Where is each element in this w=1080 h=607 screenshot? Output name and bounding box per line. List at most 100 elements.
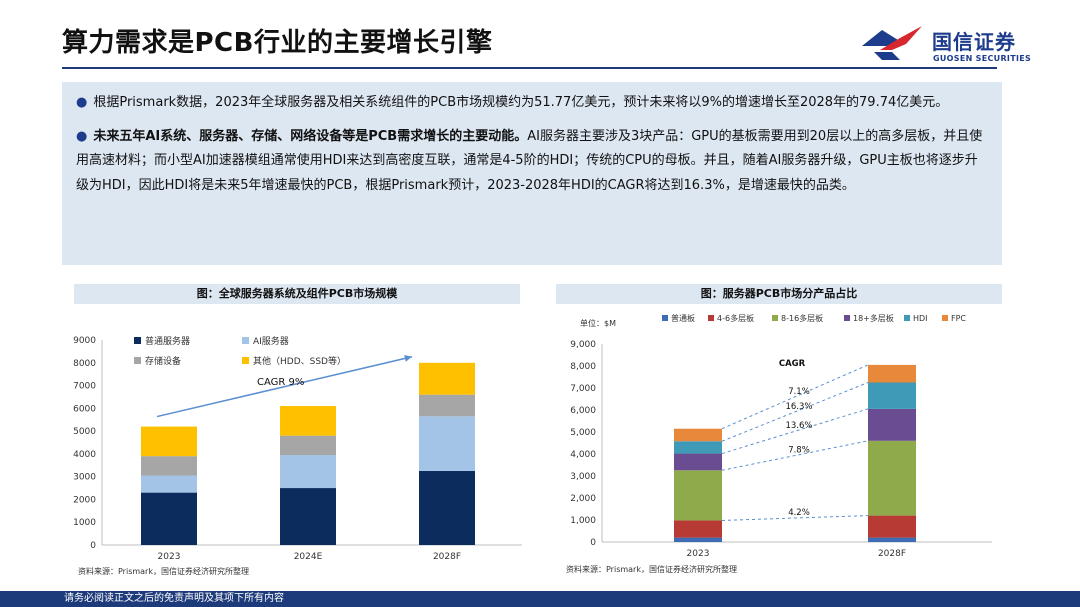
bullet-1-text: 根据Prismark数据，2023年全球服务器及相关系统组件的PCB市场规模约为… xyxy=(93,95,949,110)
chart1-y-tick-label: 5000 xyxy=(73,427,96,437)
chart2-bar-segment xyxy=(868,440,916,516)
chart1-bar-segment xyxy=(280,406,336,436)
chart1-legend-swatch xyxy=(134,357,141,364)
chart2-y-tick-label: 3,000 xyxy=(570,472,596,482)
chart2-legend-swatch xyxy=(772,315,778,321)
chart1-bar-segment xyxy=(419,470,475,545)
chart1-x-tick-label: 2024E xyxy=(294,552,323,562)
chart1-bar-segment xyxy=(419,362,475,395)
bullet-1: ● 根据Prismark数据，2023年全球服务器及相关系统组件的PCB市场规模约… xyxy=(76,91,990,116)
chart1-legend-label: 存储设备 xyxy=(145,355,181,367)
chart2-legend-label: 18+多层板 xyxy=(853,313,894,323)
chart1-y-tick-label: 6000 xyxy=(73,404,96,414)
summary-box: ● 根据Prismark数据，2023年全球服务器及相关系统组件的PCB市场规模约… xyxy=(62,82,1002,265)
chart1-y-tick-label: 0 xyxy=(90,541,96,551)
chart2-x-tick-label: 2023 xyxy=(687,549,710,559)
chart1-y-tick-label: 2000 xyxy=(73,495,96,505)
footer-disclaimer: 请务必阅读正文之后的免责声明及其项下所有内容 xyxy=(0,591,1080,607)
chart2-y-tick-label: 1,000 xyxy=(570,516,596,526)
chart2-cagr-value: 7.8% xyxy=(788,446,810,456)
chart2-cagr-connector xyxy=(721,515,869,521)
chart2-bar-segment xyxy=(674,470,722,521)
bullet-2-bold: 未来五年AI系统、服务器、存储、网络设备等是PCB需求增长的主要动能。 xyxy=(93,128,528,144)
chart2-product-share: 单位：$M 0 1,000 2,000 3,000 4,000 5,000 6,000 7,00… xyxy=(570,313,992,559)
chart1-caption: 图：全球服务器系统及组件PCB市场规模 xyxy=(74,284,520,304)
chart1-legend-swatch xyxy=(242,357,249,364)
chart1-cagr-label: CAGR 9% xyxy=(257,377,304,388)
guosen-logo: 国信证券 GUOSEN SECURITIES xyxy=(860,22,1060,68)
chart1-market-size: 0 1000 2000 3000 4000 5000 6000 7000 8000 9000 202… xyxy=(73,335,522,562)
chart1-legend-label: 普通服务器 xyxy=(145,335,190,347)
logo-text-en: GUOSEN SECURITIES xyxy=(933,54,1032,63)
chart1-bar-segment xyxy=(280,455,336,489)
logo-text-cn: 国信证券 xyxy=(932,30,1016,54)
chart2-legend-label: 普通板 xyxy=(671,313,695,323)
chart1-y-tick-label: 7000 xyxy=(73,382,96,392)
chart2-bar-segment xyxy=(674,441,722,454)
chart2-y-tick-label: 4,000 xyxy=(570,450,596,460)
chart2-y-tick-label: 0 xyxy=(590,538,596,548)
logo-mark-icon xyxy=(862,26,922,60)
chart2-y-tick-label: 5,000 xyxy=(570,428,596,438)
chart1-y-tick-label: 9000 xyxy=(73,336,96,346)
chart1-bar-segment xyxy=(280,488,336,545)
chart2-legend-swatch xyxy=(708,315,714,321)
chart2-bar-segment xyxy=(674,537,722,542)
chart2-legend-label: 4-6多层板 xyxy=(717,313,754,323)
chart2-cagr-value: 13.6% xyxy=(785,421,812,431)
chart2-cagr-value: 7.1% xyxy=(788,387,810,397)
chart2-legend-swatch xyxy=(662,315,668,321)
chart1-bar-segment xyxy=(141,456,197,476)
chart2-cagr-connector xyxy=(721,364,869,430)
chart2-cagr-title: CAGR xyxy=(779,359,806,369)
bullet-dot-icon: ● xyxy=(76,95,88,110)
chart2-unit-label: 单位：$M xyxy=(580,318,616,328)
chart1-y-tick-label: 1000 xyxy=(73,518,96,528)
chart1-cagr-arrow xyxy=(156,356,413,418)
chart1-legend-label: AI服务器 xyxy=(253,335,289,347)
chart2-bar-segment xyxy=(674,520,722,538)
page-title: 算力需求是PCB行业的主要增长引擎 xyxy=(62,28,493,58)
chart2-cagr-connector xyxy=(721,440,869,471)
chart1-bar-segment xyxy=(419,394,475,417)
chart2-bar-segment xyxy=(868,515,916,538)
chart1-source: 资料来源：Prismark，国信证券经济研究所整理 xyxy=(78,567,249,576)
chart2-legend-label: 8-16多层板 xyxy=(781,313,823,323)
chart2-y-tick-label: 7,000 xyxy=(570,384,596,394)
chart1-bar-segment xyxy=(141,475,197,493)
chart2-cagr-value: 4.2% xyxy=(788,508,810,518)
chart1-bar-segment xyxy=(141,492,197,545)
chart2-bar-segment xyxy=(868,382,916,409)
chart2-caption: 图：服务器PCB市场分产品占比 xyxy=(556,284,1002,304)
chart1-x-tick-label: 2028F xyxy=(433,552,461,562)
chart1-cagr-arrowhead xyxy=(404,355,412,362)
chart1-legend-swatch xyxy=(242,337,249,344)
chart2-bar-segment xyxy=(674,453,722,471)
chart2-legend-label: FPC xyxy=(951,314,966,323)
chart2-cagr-connector xyxy=(721,408,869,455)
chart1-y-tick-label: 8000 xyxy=(73,359,96,369)
bullet-dot-icon: ● xyxy=(76,128,88,144)
chart2-cagr-value: 16.3% xyxy=(785,402,812,412)
chart1-bar-segment xyxy=(141,426,197,457)
bullet-2: ● 未来五年AI系统、服务器、存储、网络设备等是PCB需求增长的主要动能。AI服务… xyxy=(76,125,990,199)
chart1-x-tick-label: 2023 xyxy=(158,552,181,562)
chart1-bar-segment xyxy=(419,416,475,471)
title-divider xyxy=(62,67,997,69)
chart2-y-tick-label: 8,000 xyxy=(570,362,596,372)
chart2-legend-swatch xyxy=(844,315,850,321)
chart1-y-tick-label: 4000 xyxy=(73,450,96,460)
chart1-legend-label: 其他（HDD、SSD等） xyxy=(253,355,346,367)
chart2-source: 资料来源：Prismark，国信证券经济研究所整理 xyxy=(566,565,737,574)
chart1-bar-segment xyxy=(280,435,336,456)
chart2-y-tick-label: 6,000 xyxy=(570,406,596,416)
bullet-2-text: AI服务器主要涉及3块产品：GPU的基板需要用到20层以上的高多层板，并且使用高… xyxy=(76,128,983,193)
chart2-bar-segment xyxy=(868,537,916,542)
chart1-legend-swatch xyxy=(134,337,141,344)
chart2-x-tick-label: 2028F xyxy=(878,549,906,559)
chart2-y-tick-label: 2,000 xyxy=(570,494,596,504)
chart2-legend-swatch xyxy=(904,315,910,321)
chart2-bar-segment xyxy=(868,408,916,441)
chart2-legend-swatch xyxy=(942,315,948,321)
chart1-y-tick-label: 3000 xyxy=(73,473,96,483)
